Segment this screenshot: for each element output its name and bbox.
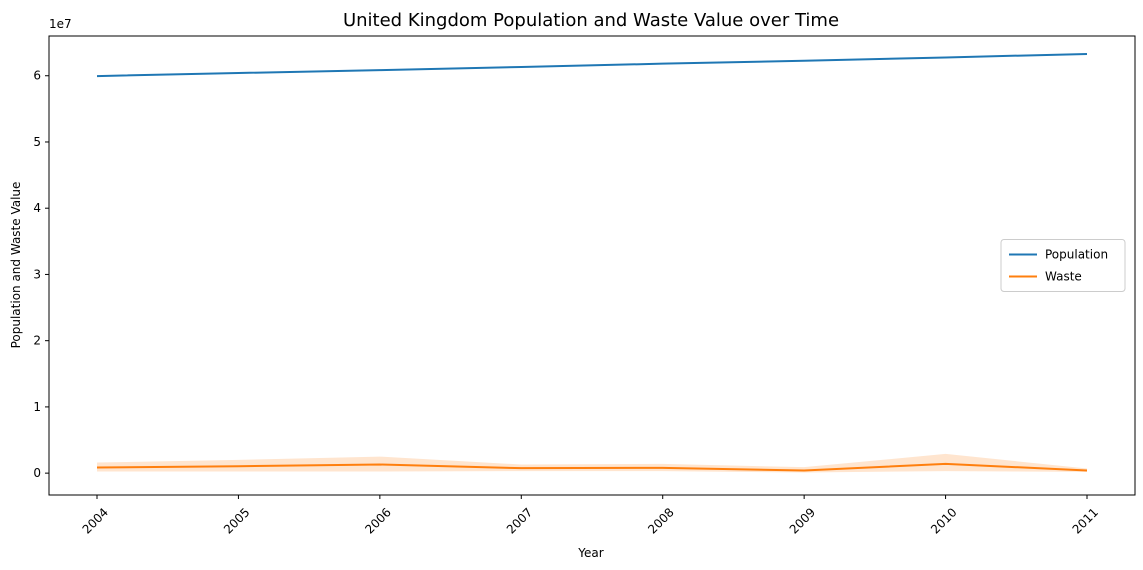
legend-label-population: Population [1045,248,1108,262]
y-axis-scale-label: 1e7 [49,17,72,31]
x-tick-label: 2005 [221,505,252,536]
plot-area: 0 1 2 3 4 5 6 2004 2005 2006 2007 2008 2009 2010 2011 P… [33,35,1136,537]
y-tick-label: 5 [33,135,41,149]
population-line [96,52,1088,78]
x-tick-label: 2007 [504,505,535,536]
y-tick-label: 1 [33,400,41,414]
axes-frame [48,35,1136,496]
x-tick-label: 2009 [787,505,818,536]
y-tick-label: 2 [33,334,41,348]
y-tick-label: 3 [33,267,41,281]
y-tick-label: 0 [33,466,41,480]
x-axis-label: Year [577,546,603,560]
legend-label-waste: Waste [1045,270,1082,284]
y-tick-label: 4 [33,201,41,215]
x-tick-label: 2004 [80,505,111,536]
chart-title: United Kingdom Population and Waste Valu… [343,10,839,31]
x-tick-label: 2011 [1070,505,1101,536]
waste-line [96,462,1088,472]
y-axis-label: Population and Waste Value [9,182,23,349]
x-tick-label: 2006 [362,505,393,536]
legend-box [1000,239,1126,292]
x-tick-label: 2008 [645,505,676,536]
x-tick-label: 2010 [928,505,959,536]
y-tick-label: 6 [33,69,41,83]
